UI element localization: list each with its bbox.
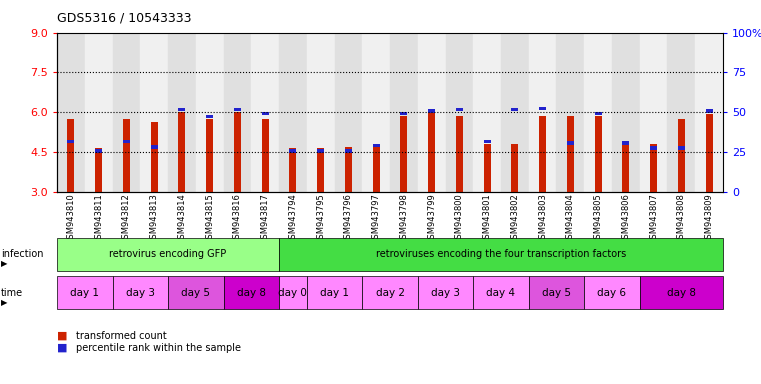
Bar [362, 33, 390, 192]
Text: percentile rank within the sample: percentile rank within the sample [76, 343, 241, 353]
Bar [456, 116, 463, 192]
Bar [140, 33, 168, 192]
Bar [234, 108, 241, 111]
Bar [650, 144, 657, 192]
Bar [640, 33, 667, 192]
Bar [289, 148, 296, 192]
Bar [307, 33, 335, 192]
Text: ▶: ▶ [1, 260, 8, 268]
Bar [224, 33, 251, 192]
Bar [567, 141, 574, 145]
Bar [57, 33, 84, 192]
Bar [390, 33, 418, 192]
Text: day 8: day 8 [237, 288, 266, 298]
Bar [529, 33, 556, 192]
Bar [345, 149, 352, 152]
Bar [445, 33, 473, 192]
Bar [539, 107, 546, 110]
Bar [151, 122, 158, 192]
Text: retrovirus encoding GFP: retrovirus encoding GFP [110, 249, 227, 260]
Bar [456, 108, 463, 111]
Bar [179, 108, 186, 111]
Bar [678, 146, 685, 150]
Text: day 1: day 1 [70, 288, 100, 298]
Bar [650, 146, 657, 150]
Bar [400, 116, 407, 192]
Bar [511, 144, 518, 192]
Text: ■: ■ [57, 343, 68, 353]
Bar [400, 112, 407, 115]
Bar [95, 148, 102, 192]
Bar [123, 119, 130, 192]
Bar [428, 112, 435, 192]
Text: day 4: day 4 [486, 288, 515, 298]
Bar [667, 33, 696, 192]
Bar [68, 119, 75, 192]
Bar [317, 149, 324, 152]
Bar [168, 33, 196, 192]
Bar [196, 33, 224, 192]
Text: infection: infection [1, 249, 43, 260]
Bar [418, 33, 445, 192]
Bar [622, 144, 629, 192]
Bar [373, 147, 380, 192]
Text: day 3: day 3 [126, 288, 154, 298]
Text: ■: ■ [57, 331, 68, 341]
Bar [206, 119, 213, 192]
Bar [511, 108, 518, 111]
Bar [473, 33, 501, 192]
Bar [373, 144, 380, 147]
Text: transformed count: transformed count [76, 331, 167, 341]
Bar [289, 149, 296, 152]
Bar [95, 149, 102, 152]
Text: GDS5316 / 10543333: GDS5316 / 10543333 [57, 12, 192, 25]
Bar [622, 141, 629, 145]
Bar [113, 33, 140, 192]
Text: retroviruses encoding the four transcription factors: retroviruses encoding the four transcrip… [376, 249, 626, 260]
Bar [262, 119, 269, 192]
Text: day 5: day 5 [181, 288, 210, 298]
Bar [567, 116, 574, 192]
Bar [696, 33, 723, 192]
Bar [84, 33, 113, 192]
Bar [501, 33, 529, 192]
Bar [428, 109, 435, 113]
Bar [484, 140, 491, 143]
Text: time: time [1, 288, 23, 298]
Bar [584, 33, 612, 192]
Bar [335, 33, 362, 192]
Bar [345, 147, 352, 192]
Bar [556, 33, 584, 192]
Text: day 6: day 6 [597, 288, 626, 298]
Bar [705, 114, 712, 192]
Bar [179, 112, 186, 192]
Bar [123, 140, 130, 143]
Bar [317, 148, 324, 192]
Text: day 5: day 5 [542, 288, 571, 298]
Bar [68, 140, 75, 143]
Text: day 0: day 0 [279, 288, 307, 298]
Bar [705, 109, 712, 113]
Bar [612, 33, 640, 192]
Bar [251, 33, 279, 192]
Bar [539, 116, 546, 192]
Bar [594, 116, 601, 192]
Text: day 2: day 2 [375, 288, 405, 298]
Bar [678, 119, 685, 192]
Bar [279, 33, 307, 192]
Text: day 3: day 3 [431, 288, 460, 298]
Bar [484, 144, 491, 192]
Text: day 1: day 1 [320, 288, 349, 298]
Bar [206, 114, 213, 118]
Bar [262, 112, 269, 115]
Bar [234, 112, 241, 192]
Text: day 8: day 8 [667, 288, 696, 298]
Bar [594, 112, 601, 115]
Text: ▶: ▶ [1, 298, 8, 307]
Bar [151, 145, 158, 149]
